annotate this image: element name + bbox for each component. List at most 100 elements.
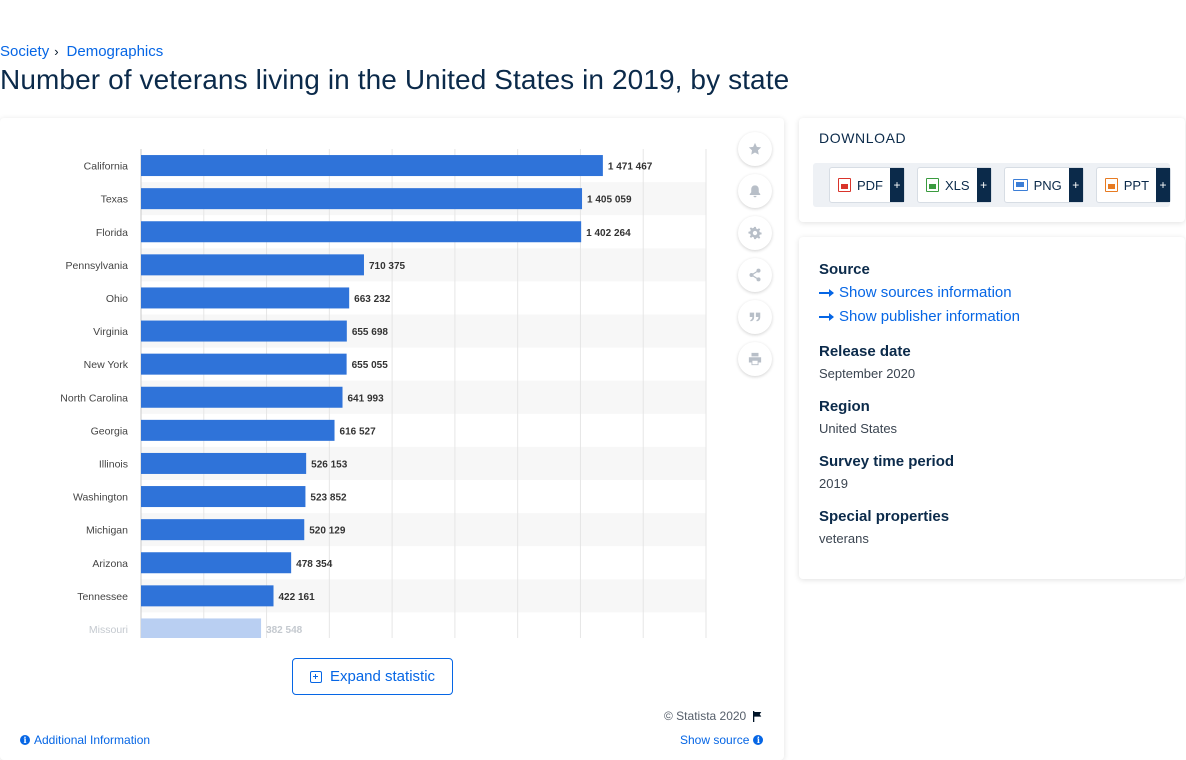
- download-title: DOWNLOAD: [819, 130, 907, 146]
- settings-button[interactable]: [738, 216, 772, 250]
- source-heading: Source: [819, 261, 870, 278]
- info-icon: i: [20, 735, 30, 745]
- category-label: Ohio: [106, 293, 128, 305]
- category-label: Missouri: [89, 624, 128, 636]
- chart-fade: [0, 716, 720, 738]
- region-value: United States: [819, 421, 898, 436]
- data-label: 1 471 467: [608, 162, 653, 173]
- gear-icon: [748, 226, 762, 240]
- category-label: Pennsylvania: [66, 260, 129, 272]
- page-title: Number of veterans living in the United …: [0, 64, 790, 95]
- bar: [141, 287, 350, 309]
- additional-information-label: Additional Information: [34, 733, 151, 747]
- category-label: New York: [84, 359, 129, 371]
- show-source-link[interactable]: Show source i: [680, 733, 764, 747]
- bar: [141, 452, 307, 474]
- bar: [141, 419, 335, 441]
- data-label: 641 993: [348, 393, 385, 404]
- bar-chart: California 1 471 467 Texas 1 405 059 Florida…: [60, 149, 707, 638]
- download-png-plus[interactable]: +: [1068, 168, 1083, 202]
- category-label: Florida: [96, 227, 128, 239]
- data-label: 520 129: [309, 526, 346, 537]
- download-buttons: PDF + XLS + PNG + PPT +: [813, 163, 1172, 207]
- statistic-info-card: Source Show sources information Show pub…: [799, 237, 1185, 579]
- category-label: Washington: [73, 492, 128, 504]
- star-icon: [748, 142, 762, 155]
- copyright-text: © Statista 2020: [664, 709, 747, 723]
- cite-button[interactable]: [738, 300, 772, 334]
- data-label: 655 055: [352, 360, 389, 371]
- data-label: 655 698: [352, 327, 389, 338]
- show-sources-link[interactable]: Show sources information: [819, 284, 1012, 301]
- download-pdf-plus[interactable]: +: [890, 168, 904, 202]
- category-label: Illinois: [99, 458, 128, 470]
- breadcrumb: Society › Demographics: [0, 43, 163, 60]
- breadcrumb-society-link[interactable]: Society: [0, 43, 50, 60]
- data-label: 382 548: [266, 625, 303, 636]
- share-icon: [749, 268, 761, 282]
- download-ppt-label: PPT: [1123, 177, 1150, 193]
- download-ppt-button[interactable]: PPT +: [1095, 167, 1172, 203]
- ppt-file-icon: [1104, 178, 1118, 192]
- special-properties-heading: Special properties: [819, 508, 950, 525]
- bar: [141, 552, 292, 574]
- survey-period-heading: Survey time period: [819, 453, 955, 470]
- expand-statistic-label: Expand statistic: [329, 668, 436, 685]
- data-label: 523 852: [310, 493, 347, 504]
- show-publisher-link[interactable]: Show publisher information: [819, 308, 1020, 325]
- bar: [141, 188, 583, 210]
- download-png-button[interactable]: PNG +: [1003, 167, 1084, 203]
- download-xls-label: XLS: [945, 177, 970, 193]
- copyright: © Statista 2020: [664, 709, 762, 723]
- download-ppt-plus[interactable]: +: [1156, 168, 1171, 202]
- download-pdf-button[interactable]: PDF +: [829, 167, 905, 203]
- special-properties-value: veterans: [819, 531, 869, 546]
- data-label: 478 354: [296, 559, 333, 570]
- data-label: 1 405 059: [587, 195, 632, 206]
- favorite-button[interactable]: [738, 132, 772, 166]
- bar: [141, 386, 343, 408]
- category-label: Georgia: [91, 425, 129, 437]
- bar: [141, 320, 347, 342]
- release-date-heading: Release date: [819, 343, 911, 360]
- bar: [141, 618, 262, 638]
- show-publisher-label: Show publisher information: [839, 308, 1020, 325]
- arrow-right-icon: [819, 288, 834, 297]
- breadcrumb-separator: ›: [54, 44, 59, 59]
- show-source-label: Show source: [680, 733, 750, 747]
- png-file-icon: [1012, 179, 1028, 191]
- xls-file-icon: [926, 178, 939, 192]
- download-pdf-label: PDF: [857, 177, 883, 193]
- download-xls-button[interactable]: XLS +: [917, 167, 992, 203]
- bar: [141, 519, 305, 541]
- notification-button[interactable]: [738, 174, 772, 208]
- expand-icon: [309, 670, 322, 683]
- additional-information-link[interactable]: i Additional Information: [20, 733, 150, 747]
- arrow-right-icon: [819, 312, 834, 321]
- bar: [141, 221, 582, 243]
- survey-period-value: 2019: [819, 476, 848, 491]
- category-label: Texas: [101, 194, 128, 206]
- category-label: Tennessee: [77, 591, 128, 603]
- data-label: 1 402 264: [586, 228, 631, 239]
- category-label: Michigan: [86, 525, 128, 537]
- download-card: DOWNLOAD PDF + XLS + PNG + PPT +: [799, 118, 1185, 222]
- category-label: Arizona: [92, 558, 128, 570]
- share-button[interactable]: [738, 258, 772, 292]
- data-label: 422 161: [279, 592, 316, 603]
- category-label: Virginia: [93, 326, 128, 338]
- flag-icon[interactable]: [752, 710, 762, 722]
- bar: [141, 486, 306, 508]
- bar: [141, 155, 603, 177]
- bar: [141, 353, 347, 375]
- category-label: California: [84, 161, 129, 173]
- download-xls-plus[interactable]: +: [976, 168, 991, 202]
- print-button[interactable]: [738, 342, 772, 376]
- data-label: 526 153: [311, 459, 348, 470]
- bar: [141, 254, 364, 276]
- expand-statistic-button[interactable]: Expand statistic: [292, 658, 453, 695]
- release-date-value: September 2020: [819, 366, 916, 381]
- bell-icon: [749, 185, 761, 198]
- info-icon: i: [753, 735, 764, 745]
- breadcrumb-demographics-link[interactable]: Demographics: [66, 43, 164, 60]
